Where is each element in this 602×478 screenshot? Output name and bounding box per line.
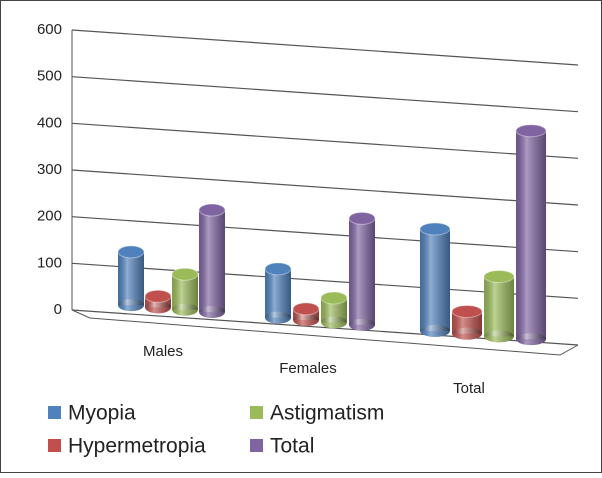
grid-line <box>71 122 579 159</box>
bar-shade <box>516 130 546 340</box>
grid-line <box>71 169 579 206</box>
bar-bottom-shade <box>516 333 546 346</box>
bar-shade <box>199 210 225 312</box>
bar-bottom-shade <box>293 313 319 326</box>
floor <box>71 309 579 356</box>
legend-swatch <box>48 406 61 419</box>
grid-line <box>71 76 579 113</box>
bar-top <box>320 291 348 305</box>
bar-shade <box>452 311 482 334</box>
x-tick-label: Females <box>279 360 337 377</box>
bar-bottom-shade <box>199 305 225 318</box>
bar-top <box>292 302 320 316</box>
grid-line <box>71 216 579 253</box>
legend-swatch <box>250 439 263 452</box>
bar-bottom-shade <box>321 316 347 329</box>
bar-top <box>348 211 376 225</box>
bar-bottom-shade <box>265 311 291 324</box>
bar-shade <box>349 218 375 325</box>
bar-top <box>483 270 515 284</box>
bar-top <box>451 304 483 318</box>
y-tick-label: 400 <box>37 114 62 131</box>
bar-bottom-shade <box>349 318 375 331</box>
y-tick-label: 200 <box>37 208 62 225</box>
bar-top <box>515 124 547 138</box>
bar-shade <box>420 228 450 331</box>
y-tick-label: 0 <box>54 301 62 318</box>
bar-bottom-shade <box>118 299 144 312</box>
legend-label: Myopia <box>68 402 136 425</box>
bar-top <box>264 262 292 276</box>
bar-shade <box>265 268 291 318</box>
bar-top <box>171 267 199 281</box>
x-tick-label: Males <box>143 343 183 360</box>
y-tick-label: 500 <box>37 68 62 85</box>
legend-swatch <box>250 406 263 419</box>
bar-top <box>144 289 172 303</box>
legend-swatch <box>48 439 61 452</box>
x-tick-label: Total <box>453 380 485 397</box>
bar-bottom-shade <box>145 301 171 314</box>
legend-label: Total <box>270 435 314 458</box>
legend-label: Hypermetropia <box>68 435 206 458</box>
bar-top <box>419 222 451 236</box>
y-tick-label: 100 <box>37 254 62 271</box>
legend-label: Astigmatism <box>270 402 384 425</box>
bar-bottom-shade <box>172 303 198 316</box>
bar-shade <box>118 251 144 306</box>
bar-top <box>198 203 226 217</box>
grid-line <box>71 29 579 66</box>
bar-bottom-shade <box>420 324 450 337</box>
bar-shade <box>484 276 514 337</box>
y-tick-label: 300 <box>37 161 62 178</box>
y-tick-label: 600 <box>37 21 62 38</box>
bar-bottom-shade <box>484 330 514 343</box>
bar-bottom-shade <box>452 327 482 340</box>
bar-top <box>117 245 145 259</box>
